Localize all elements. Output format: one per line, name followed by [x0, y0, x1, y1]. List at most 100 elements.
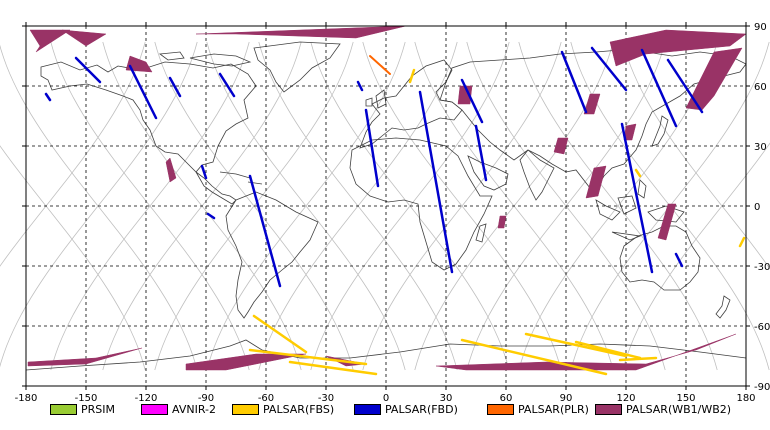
legend-label: PALSAR(PLR) [518, 402, 589, 416]
palsar-fbd-pass [620, 122, 654, 274]
coastline-madagascar [475, 223, 487, 243]
y-tick-label: -30 [754, 262, 770, 273]
x-tick-label: 90 [560, 393, 573, 402]
palsar-wb-swath [609, 29, 747, 67]
x-tick-label: -180 [15, 393, 38, 402]
palsar-fbd-pass [640, 48, 678, 128]
palsar-fbd-pass [590, 46, 628, 92]
palsar-fbd-pass [44, 92, 52, 102]
legend-item: PALSAR(PLR) [487, 402, 589, 416]
axis-ticks: -180 -150 -120 -90 -60 -30 0 30 60 90 120 150 180 90 6… [15, 22, 770, 402]
palsar-fbs-pass [252, 314, 308, 354]
palsar-fbs-pass [408, 68, 416, 84]
legend-label: PALSAR(WB1/WB2) [626, 402, 732, 416]
coastline-caribbean [219, 171, 263, 185]
y-tick-label: -90 [754, 382, 770, 393]
palsar-wb-swath [125, 55, 153, 73]
y-tick-label: -60 [754, 322, 770, 333]
palsar-fbd-pass [418, 90, 454, 274]
palsar-wb-swath [185, 353, 307, 371]
palsar-fbd-pass [560, 50, 588, 114]
palsar-wb-swath [657, 203, 677, 241]
palsar-wb-swath [435, 333, 737, 371]
orbit-track [50, 41, 250, 371]
x-tick-label: -120 [135, 393, 158, 402]
legend-label: AVNIR-2 [172, 402, 216, 416]
observation-footprints [27, 25, 747, 376]
x-tick-label: -150 [75, 393, 98, 402]
x-tick-label: -90 [198, 393, 214, 402]
palsar-wb-swath [585, 165, 607, 199]
legend-swatch [232, 403, 259, 415]
legend-label: PALSAR(FBD) [385, 402, 458, 416]
coastline-new-zealand [715, 295, 731, 319]
legend-swatch [141, 403, 168, 415]
y-tick-label: 60 [754, 82, 767, 93]
legend-item: PALSAR(FBS) [232, 402, 334, 416]
palsar-fbs-pass [634, 168, 642, 178]
coastline-japan [651, 115, 669, 147]
palsar-fbs-pass [738, 236, 746, 248]
palsar-fbs-pass [524, 332, 628, 358]
legend-item: PRSIM [50, 402, 115, 416]
x-tick-label: 150 [676, 393, 695, 402]
x-tick-label: 120 [616, 393, 635, 402]
legend: PRSIM AVNIR-2 PALSAR(FBS) PALSAR(FBD) PALSAR… [0, 402, 770, 424]
palsar-fbd-pass [206, 212, 216, 220]
palsar-wb-swath [29, 29, 71, 53]
legend-swatch [354, 403, 381, 415]
palsar-fbs-pass [618, 356, 658, 362]
palsar-wb-swath [497, 215, 507, 229]
palsar-plr-pass [369, 55, 391, 75]
x-tick-label: 180 [736, 393, 755, 402]
palsar-fbd-pass [168, 76, 182, 98]
coastline-antarctica [25, 339, 747, 371]
palsar-fbd-pass [460, 78, 484, 124]
palsar-fbs-pass [574, 340, 642, 360]
y-tick-label: 90 [754, 22, 767, 33]
y-tick-label: 0 [754, 202, 760, 213]
y-tick-label: 30 [754, 142, 767, 153]
palsar-wb-swath [553, 137, 569, 155]
palsar-wb-swath [583, 93, 601, 115]
observation-map: -180 -150 -120 -90 -60 -30 0 30 60 90 120 150 180 90 6… [0, 22, 770, 402]
palsar-wb-swath [195, 25, 407, 39]
coastline-asia [439, 49, 747, 189]
palsar-fbd-pass [474, 124, 488, 182]
legend-item: PALSAR(FBD) [354, 402, 458, 416]
x-tick-label: -60 [258, 393, 274, 402]
coastline-europe [359, 59, 463, 149]
coastlines [25, 41, 747, 371]
coastline-africa [349, 137, 493, 271]
x-tick-label: -30 [318, 393, 334, 402]
orbit-track [206, 41, 406, 371]
palsar-fbs-pass [248, 348, 368, 366]
graticule [26, 26, 746, 386]
legend-item: PALSAR(WB1/WB2) [595, 402, 731, 416]
coastline-south-america [225, 191, 319, 319]
legend-item: AVNIR-2 [141, 402, 216, 416]
palsar-fbd-pass [666, 58, 704, 114]
palsar-fbd-pass [674, 252, 684, 268]
palsar-fbd-pass [364, 108, 380, 188]
legend-swatch [50, 403, 77, 415]
orbit-track [518, 41, 718, 371]
palsar-wb-swath [61, 29, 107, 47]
palsar-fbs-pass [460, 338, 608, 376]
palsar-fbd-pass [74, 56, 102, 84]
x-tick-label: 30 [440, 393, 453, 402]
palsar-fbd-pass [356, 80, 364, 92]
palsar-fbd-pass [200, 164, 208, 180]
palsar-fbd-pass [218, 72, 236, 98]
palsar-fbd-pass [248, 174, 282, 288]
palsar-wb-swath [165, 157, 177, 183]
coastline-india [519, 149, 555, 201]
coastline-greenland [253, 41, 341, 93]
legend-swatch [487, 403, 514, 415]
legend-label: PRSIM [81, 402, 115, 416]
x-tick-label: 60 [500, 393, 513, 402]
coastline-arctic-islands [158, 51, 252, 67]
palsar-fbs-pass [288, 360, 378, 376]
palsar-wb-swath [457, 85, 473, 105]
legend-label: PALSAR(FBS) [263, 402, 335, 416]
